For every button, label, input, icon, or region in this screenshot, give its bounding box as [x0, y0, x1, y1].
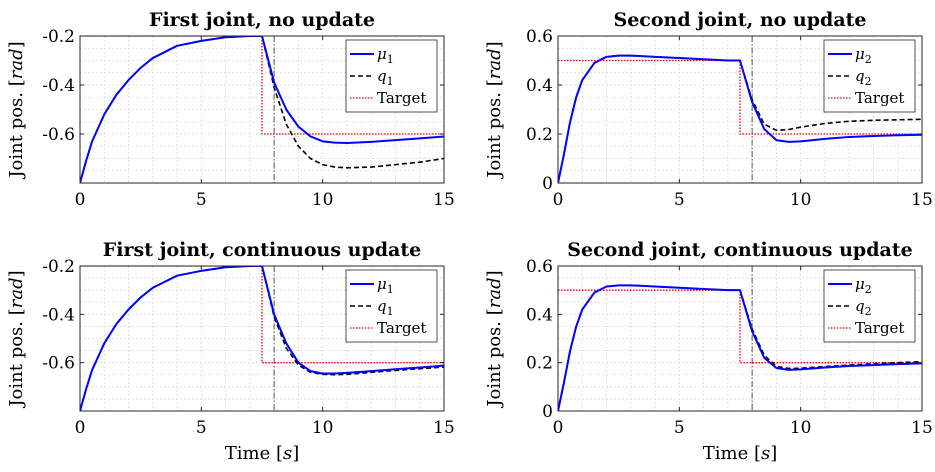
- axes-box: [79, 265, 445, 412]
- legend-entry: q1: [377, 67, 394, 88]
- legend-entry: μ2: [855, 45, 872, 66]
- y-tick-label: -0.4: [42, 76, 75, 96]
- y-tick-label: -0.2: [42, 27, 75, 47]
- legend-entry: Target: [855, 89, 904, 107]
- x-tick-label: 0: [75, 190, 86, 210]
- x-tick-label: 10: [312, 418, 334, 438]
- series-group: [558, 36, 922, 183]
- legend-entry: q2: [855, 297, 872, 318]
- x-axis-label: Time [s]: [703, 443, 778, 464]
- axes-box: [79, 35, 445, 184]
- legend-entry: μ1: [377, 275, 394, 296]
- legend-entry: μ1: [377, 45, 394, 66]
- series-line-2: [80, 266, 444, 364]
- x-tick-label: 0: [553, 418, 564, 438]
- series-line-0: [558, 54, 922, 183]
- y-tick-label: 0.2: [526, 125, 553, 145]
- legend-entry: q2: [855, 67, 872, 88]
- series-line-2: [558, 289, 922, 364]
- legend-entry: q1: [377, 297, 394, 318]
- x-tick-label: 10: [790, 418, 812, 438]
- y-axis-label: Joint pos. [rad]: [6, 270, 27, 408]
- x-tick-label: 15: [433, 190, 455, 210]
- chart-title: Second joint, continuous update: [567, 239, 912, 261]
- x-tick-label: 5: [196, 418, 207, 438]
- chart-title: First joint, continuous update: [103, 239, 421, 261]
- y-tick-label: 0.4: [526, 76, 553, 96]
- y-tick-label: -0.4: [42, 305, 75, 325]
- y-tick-label: 0.6: [526, 27, 553, 47]
- x-tick-label: 5: [674, 190, 685, 210]
- x-tick-label: 5: [196, 190, 207, 210]
- series-line-0: [558, 284, 922, 411]
- y-tick-label: 0: [542, 402, 553, 422]
- y-axis-label: Joint pos. [rad]: [484, 41, 505, 179]
- series-group: [80, 266, 444, 411]
- y-tick-label: 0.6: [526, 257, 553, 277]
- series-line-2: [80, 36, 444, 135]
- y-tick-label: -0.6: [42, 125, 75, 145]
- series-line-0: [80, 36, 444, 183]
- x-tick-label: 0: [75, 418, 86, 438]
- y-axis-label: Joint pos. [rad]: [6, 41, 27, 179]
- axes-box: [557, 35, 923, 184]
- chart-panel-4: 0 5 10 15 0 0.2 0.4 0.6 Second joint, continuous…: [484, 239, 933, 464]
- chart-title: Second joint, no update: [613, 9, 866, 31]
- x-tick-label: 10: [790, 190, 812, 210]
- chart-panel-2: 0 5 10 15 0 0.2 0.4 0.6 Second joint, no update J…: [484, 9, 933, 210]
- x-tick-label: 10: [312, 190, 334, 210]
- legend-entry: Target: [855, 319, 904, 337]
- y-tick-label: -0.2: [42, 257, 75, 277]
- x-tick-label: 15: [433, 418, 455, 438]
- chart-panel-3: 0 5 10 15 -0.2 -0.4 -0.6 First joint, continuou…: [6, 239, 455, 464]
- legend-entry: Target: [377, 89, 426, 107]
- x-tick-label: 5: [674, 418, 685, 438]
- chart-panel-1: 0 5 10 15 -0.2 -0.4 -0.6 First joint, no update…: [6, 9, 455, 210]
- y-tick-label: -0.6: [42, 354, 75, 374]
- series-line-0: [80, 266, 444, 411]
- x-tick-label: 0: [553, 190, 564, 210]
- y-tick-label: 0.4: [526, 305, 553, 325]
- x-tick-label: 15: [911, 418, 933, 438]
- series-group: [558, 266, 922, 411]
- x-tick-label: 15: [911, 190, 933, 210]
- chart-title: First joint, no update: [149, 9, 375, 31]
- legend-entry: Target: [377, 319, 426, 337]
- x-axis-label: Time [s]: [225, 443, 300, 464]
- legend-entry: μ2: [855, 275, 872, 296]
- axes-box: [557, 265, 923, 412]
- y-tick-label: 0.2: [526, 354, 553, 374]
- y-axis-label: Joint pos. [rad]: [484, 270, 505, 408]
- series-group: [80, 36, 444, 183]
- y-tick-label: 0: [542, 174, 553, 194]
- series-line-2: [558, 59, 922, 135]
